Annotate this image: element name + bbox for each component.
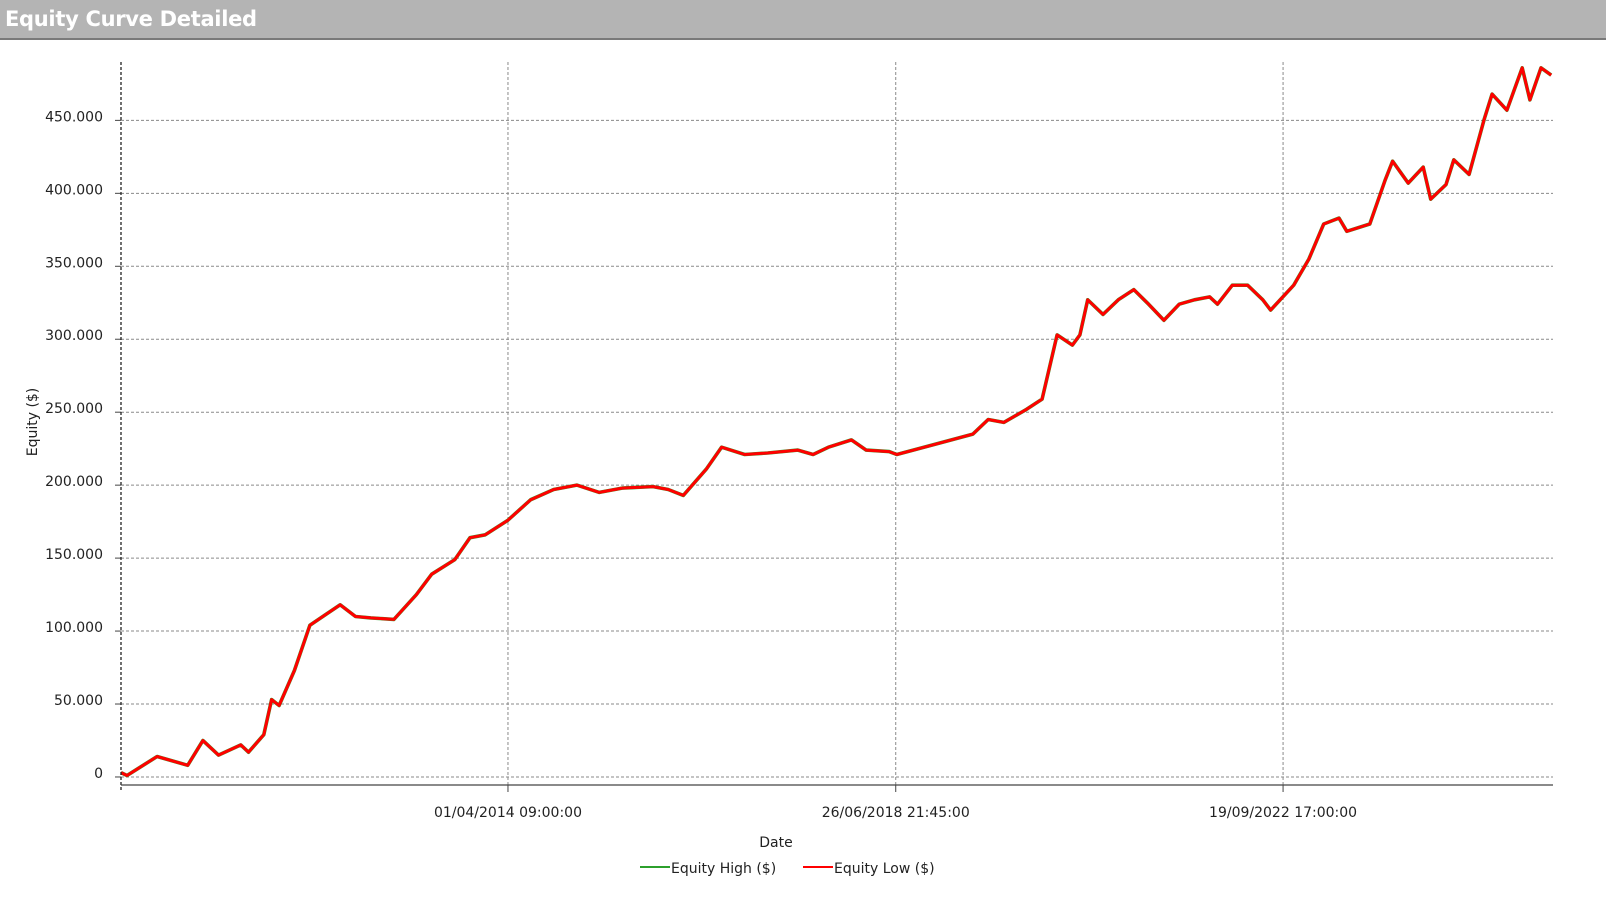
y-tick-label: 200.000	[45, 474, 103, 490]
equity-high-line	[120, 66, 1553, 778]
legend-label-equity-low: Equity Low ($)	[834, 861, 935, 877]
x-tick-label: 19/09/2022 17:00:00	[1209, 805, 1357, 821]
window-title: Equity Curve Detailed	[5, 7, 257, 31]
y-tick-label: 300.000	[45, 328, 103, 344]
y-tick-label: 0	[94, 766, 103, 782]
y-tick-label: 100.000	[45, 620, 103, 636]
series-lines	[120, 66, 1553, 778]
legend-label-equity-high: Equity High ($)	[671, 861, 776, 877]
grid	[121, 62, 1553, 785]
title-bar: Equity Curve Detailed	[0, 0, 1606, 40]
legend: Equity High ($) Equity Low ($)	[640, 861, 935, 877]
x-axis-ticks: 01/04/2014 09:00:00 26/06/2018 21:45:00 19…	[434, 785, 1357, 821]
equity-low-line	[120, 66, 1553, 777]
y-tick-label: 150.000	[45, 547, 103, 563]
y-tick-label: 50.000	[54, 693, 103, 709]
y-axis-ticks: 0 50.000 100.000 150.000 200.000 250.000 300.0…	[45, 109, 121, 782]
y-tick-label: 450.000	[45, 109, 103, 125]
legend-item-equity-low[interactable]: Equity Low ($)	[803, 861, 935, 877]
x-axis-title: Date	[759, 835, 792, 851]
x-tick-label: 26/06/2018 21:45:00	[822, 805, 970, 821]
x-tick-label: 01/04/2014 09:00:00	[434, 805, 582, 821]
y-tick-label: 350.000	[45, 255, 103, 271]
legend-item-equity-high[interactable]: Equity High ($)	[640, 861, 776, 877]
y-tick-label: 250.000	[45, 401, 103, 417]
y-axis-title: Equity ($)	[25, 388, 41, 457]
y-tick-label: 400.000	[45, 182, 103, 198]
